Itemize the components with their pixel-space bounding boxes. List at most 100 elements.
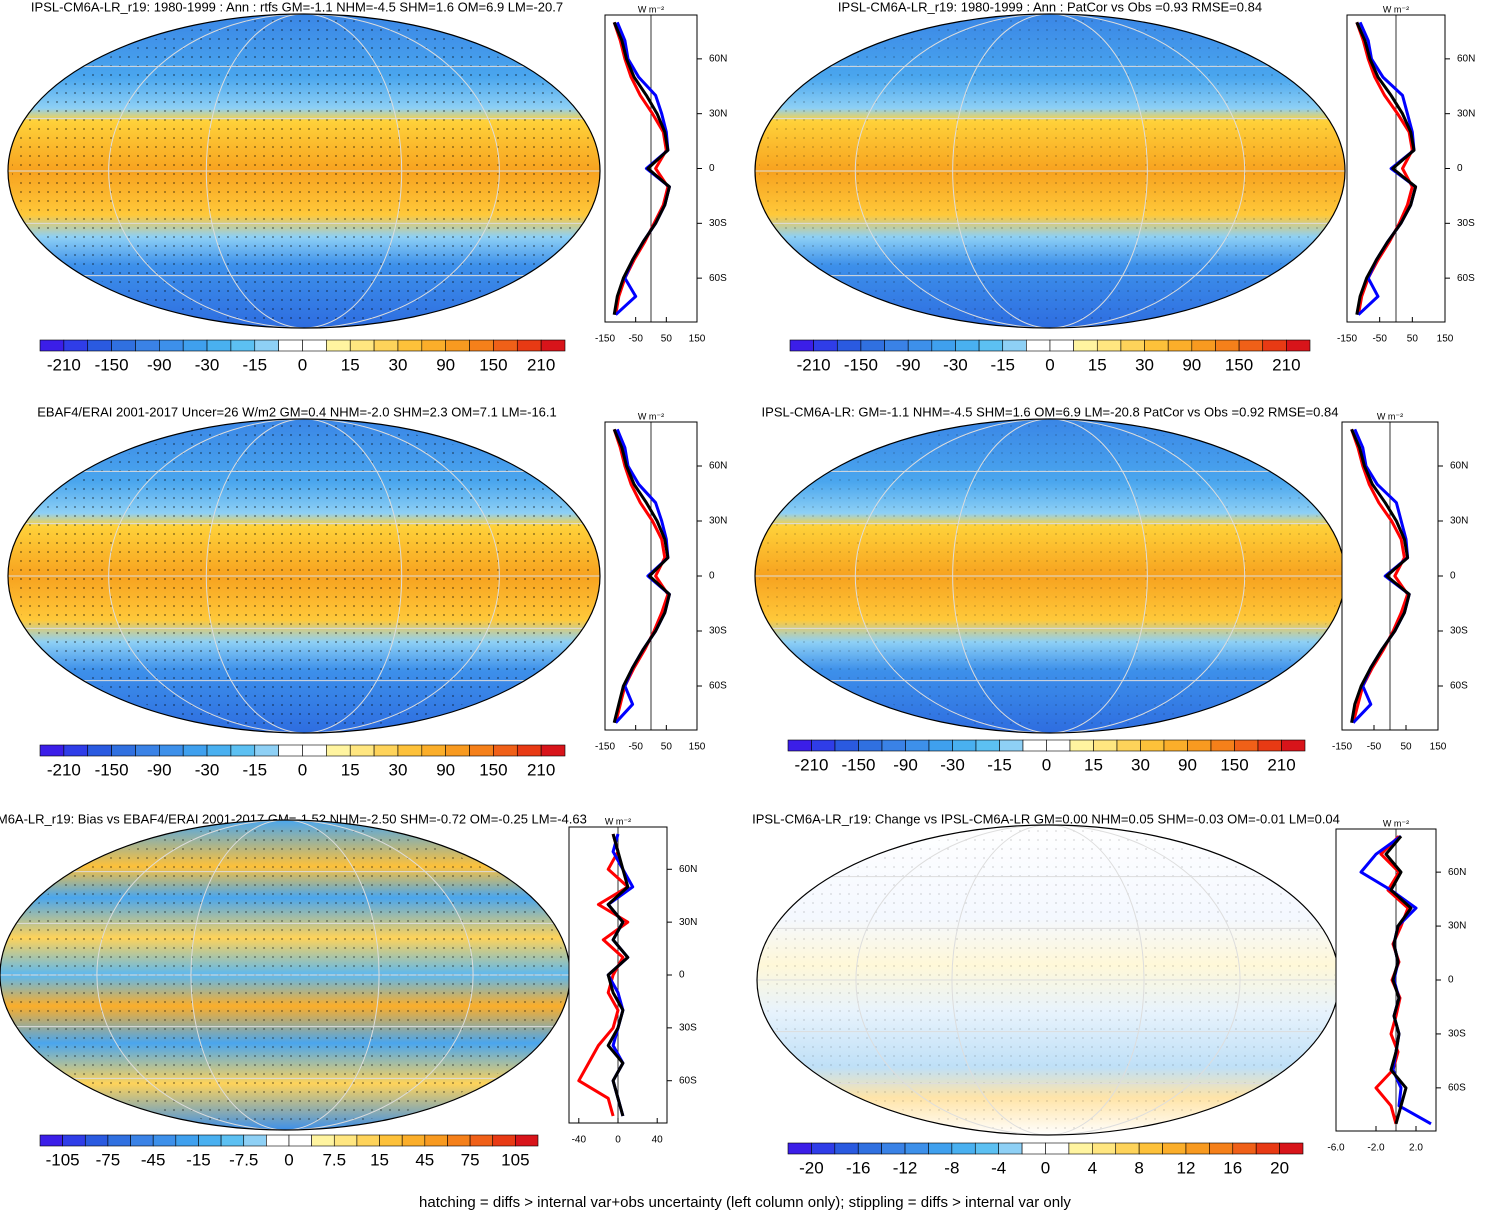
colorbar-box	[469, 339, 494, 352]
colorbar-box	[881, 739, 906, 752]
units-label: W m⁻²	[638, 411, 664, 421]
colorbar-box	[1092, 1142, 1117, 1155]
colorbar-label: 150	[479, 760, 507, 779]
colorbar-box	[243, 1134, 267, 1147]
colorbar-box	[469, 1134, 494, 1147]
colorbar-box	[1026, 339, 1051, 352]
colorbar-box	[978, 339, 1004, 352]
colorbar-label: -30	[195, 760, 220, 779]
colorbar-box	[349, 339, 375, 352]
colorbar-box	[63, 339, 89, 352]
panel-title: IPSL-CM6A-LR_r19: Change vs IPSL-CM6A-LR…	[752, 811, 1340, 826]
colorbar-box	[39, 1134, 63, 1147]
colorbar-box	[1049, 339, 1074, 352]
colorbar-label: -90	[147, 355, 172, 374]
colorbar-box	[951, 1142, 976, 1155]
x-tick-label: 0	[615, 1135, 621, 1146]
colorbar-box	[1238, 339, 1264, 352]
colorbar-label: -150	[95, 355, 129, 374]
colorbar-box	[857, 1142, 882, 1155]
y-tick-label: 0	[1448, 975, 1454, 986]
colorbar-box	[516, 339, 542, 352]
units-label: W m⁻²	[605, 816, 631, 826]
colorbar-box	[1073, 339, 1098, 352]
colorbar-label: -90	[896, 355, 921, 374]
colorbar-box	[1163, 739, 1188, 752]
colorbar-box	[884, 339, 909, 352]
colorbar-box	[152, 1134, 177, 1147]
colorbar-box	[401, 1134, 426, 1147]
colorbar-box	[858, 739, 883, 752]
colorbar-box	[998, 1142, 1023, 1155]
colorbar-label: 150	[1220, 755, 1248, 774]
colorbar-label: -30	[940, 755, 965, 774]
profile-line	[1355, 21, 1418, 315]
x-tick-label: -150	[595, 742, 615, 753]
colorbar-label: -15	[242, 760, 267, 779]
colorbar-box	[1187, 739, 1212, 752]
panel-title: IPSL-CM6A-LR_r19: 1980-1999 : Ann : PatC…	[838, 0, 1262, 14]
colorbar-box	[278, 744, 303, 757]
map	[754, 13, 1346, 329]
colorbar-label: 8	[1134, 1158, 1143, 1177]
colorbar-label: -210	[797, 355, 831, 374]
colorbar-box	[1162, 1142, 1187, 1155]
y-tick-label: 0	[709, 163, 715, 174]
colorbar-box	[811, 739, 836, 752]
y-tick-label: 30S	[1457, 218, 1475, 229]
colorbar-label: -8	[944, 1158, 959, 1177]
colorbar-label: 105	[501, 1150, 529, 1169]
y-tick-label: 60N	[709, 461, 727, 472]
colorbar-box	[1140, 739, 1165, 752]
x-tick-label: 2.0	[1409, 1143, 1423, 1154]
colorbar-box	[834, 739, 859, 752]
colorbar-label: 15	[341, 760, 360, 779]
colorbar-label: 7.5	[322, 1150, 346, 1169]
panel-title: IPSL-CM6A-LR_r19: 1980-1999 : Ann : rtfs…	[31, 0, 563, 14]
colorbar-box	[445, 339, 470, 352]
colorbar-box	[904, 1142, 929, 1155]
colorbar-box	[1210, 739, 1235, 752]
colorbar-box	[928, 1142, 953, 1155]
colorbar-box	[834, 1142, 859, 1155]
colorbar-label: 210	[527, 760, 555, 779]
colorbar-box	[1281, 739, 1306, 752]
colorbar-label: 90	[1182, 355, 1201, 374]
colorbar-box	[789, 339, 814, 352]
map	[0, 819, 571, 1131]
x-tick-label: 50	[661, 334, 673, 345]
colorbar-label: 0	[298, 355, 307, 374]
colorbar-box	[349, 744, 375, 757]
x-tick-label: -40	[572, 1135, 587, 1146]
y-tick-label: 60S	[1450, 681, 1468, 692]
y-tick-label: 60S	[709, 681, 727, 692]
colorbar-box	[907, 339, 933, 352]
colorbar-box	[1138, 1142, 1163, 1155]
colorbar-box	[379, 1134, 403, 1147]
colorbar-box	[787, 1142, 812, 1155]
units-label: W m⁻²	[1383, 818, 1409, 828]
colorbar-label: -210	[794, 755, 828, 774]
colorbar-label: 30	[1135, 355, 1154, 374]
colorbar-box	[1096, 339, 1122, 352]
colorbar-label: -45	[141, 1150, 166, 1169]
x-tick-label: 50	[661, 742, 673, 753]
colorbar-box	[135, 744, 160, 757]
colorbar-box	[999, 739, 1024, 752]
colorbar-box	[182, 744, 208, 757]
colorbar-label: -16	[846, 1158, 871, 1177]
y-tick-label: 30N	[709, 108, 727, 119]
colorbar-box	[421, 339, 446, 352]
x-tick-label: 150	[1430, 742, 1447, 753]
colorbar-box	[397, 339, 423, 352]
colorbar-box	[952, 739, 977, 752]
colorbar-box	[424, 1134, 448, 1147]
x-tick-label: -2.0	[1367, 1143, 1385, 1154]
colorbar-box	[311, 1134, 335, 1147]
map-border	[7, 13, 601, 329]
colorbar-label: 30	[388, 355, 407, 374]
colorbar-box	[159, 339, 184, 352]
y-tick-label: 0	[709, 571, 715, 582]
colorbar-box	[881, 1142, 906, 1155]
